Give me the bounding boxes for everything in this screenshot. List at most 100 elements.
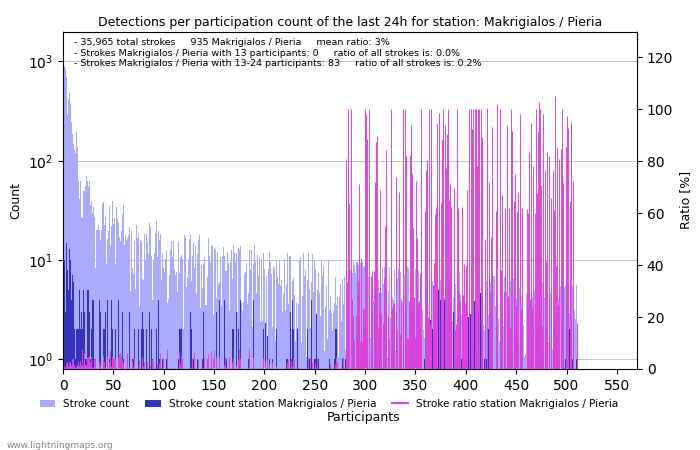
Bar bbox=[186, 287, 188, 450]
Bar bbox=[88, 187, 89, 450]
Bar bbox=[111, 300, 112, 450]
Bar bbox=[105, 312, 106, 450]
Bar bbox=[553, 320, 554, 450]
Bar bbox=[263, 253, 264, 450]
Bar bbox=[239, 246, 241, 450]
Bar bbox=[118, 222, 119, 450]
Bar bbox=[179, 273, 181, 450]
Bar bbox=[258, 276, 259, 450]
Bar bbox=[294, 295, 295, 450]
Bar bbox=[317, 290, 318, 450]
Bar bbox=[125, 235, 126, 450]
Bar bbox=[565, 360, 566, 450]
Bar bbox=[409, 360, 410, 450]
Bar bbox=[431, 313, 432, 450]
Bar bbox=[243, 302, 244, 450]
Bar bbox=[365, 312, 367, 450]
Bar bbox=[64, 312, 66, 450]
Bar bbox=[377, 290, 378, 450]
Bar bbox=[419, 300, 420, 450]
Bar bbox=[346, 312, 347, 450]
Bar bbox=[538, 329, 539, 450]
Bar bbox=[449, 300, 450, 450]
Bar bbox=[516, 298, 517, 450]
Bar bbox=[270, 262, 271, 450]
Bar bbox=[87, 290, 88, 450]
Bar bbox=[477, 350, 478, 450]
Bar bbox=[542, 351, 544, 450]
Bar bbox=[349, 270, 351, 450]
Bar bbox=[122, 214, 123, 450]
Bar bbox=[271, 274, 272, 450]
Bar bbox=[374, 285, 376, 450]
Bar bbox=[229, 310, 230, 450]
Bar bbox=[88, 290, 89, 450]
Bar bbox=[570, 288, 571, 450]
Bar bbox=[252, 328, 253, 450]
Bar bbox=[216, 252, 218, 450]
Bar bbox=[409, 302, 410, 450]
Bar bbox=[351, 273, 353, 450]
Bar bbox=[299, 261, 300, 450]
Bar bbox=[190, 312, 191, 450]
Bar bbox=[510, 317, 512, 450]
Bar bbox=[245, 272, 246, 450]
Bar bbox=[412, 329, 413, 450]
Bar bbox=[256, 293, 257, 450]
Bar bbox=[544, 297, 545, 450]
Bar bbox=[135, 289, 136, 450]
Bar bbox=[103, 202, 104, 450]
Bar bbox=[392, 297, 393, 450]
Bar bbox=[307, 329, 308, 450]
Bar bbox=[82, 329, 83, 450]
Bar bbox=[398, 269, 399, 450]
Bar bbox=[236, 253, 237, 450]
Bar bbox=[90, 360, 91, 450]
Bar bbox=[89, 181, 90, 450]
Bar bbox=[453, 297, 454, 450]
Bar bbox=[288, 304, 289, 450]
Bar bbox=[138, 233, 139, 450]
Bar bbox=[97, 230, 98, 450]
Bar bbox=[401, 303, 402, 450]
Bar bbox=[158, 300, 159, 450]
Bar bbox=[571, 338, 572, 450]
Bar bbox=[463, 360, 464, 450]
Bar bbox=[119, 237, 120, 450]
Bar bbox=[567, 292, 568, 450]
Bar bbox=[318, 360, 319, 450]
Bar bbox=[533, 326, 534, 450]
Bar bbox=[363, 266, 365, 450]
Bar bbox=[305, 270, 306, 450]
Bar bbox=[223, 300, 225, 450]
Bar bbox=[159, 240, 160, 450]
Bar bbox=[427, 290, 428, 450]
Bar bbox=[174, 269, 175, 450]
Bar bbox=[400, 360, 401, 450]
Bar bbox=[103, 329, 104, 450]
Bar bbox=[326, 286, 328, 450]
Bar bbox=[69, 260, 71, 450]
Bar bbox=[569, 329, 570, 450]
Bar bbox=[470, 314, 471, 450]
Bar bbox=[362, 262, 363, 450]
Bar bbox=[181, 329, 182, 450]
Bar bbox=[108, 360, 110, 450]
Bar bbox=[403, 298, 404, 450]
Bar bbox=[309, 360, 310, 450]
Bar bbox=[447, 307, 448, 450]
Bar bbox=[552, 349, 553, 450]
Bar bbox=[507, 303, 508, 450]
Bar bbox=[276, 329, 277, 450]
Bar bbox=[464, 360, 466, 450]
Bar bbox=[540, 316, 541, 450]
Bar bbox=[461, 314, 462, 450]
Bar bbox=[545, 352, 546, 450]
Bar bbox=[131, 230, 132, 450]
Bar bbox=[426, 360, 427, 450]
Bar bbox=[477, 350, 478, 450]
Bar bbox=[132, 268, 133, 450]
Bar bbox=[555, 321, 556, 450]
Bar bbox=[147, 242, 148, 450]
Bar bbox=[408, 268, 409, 450]
